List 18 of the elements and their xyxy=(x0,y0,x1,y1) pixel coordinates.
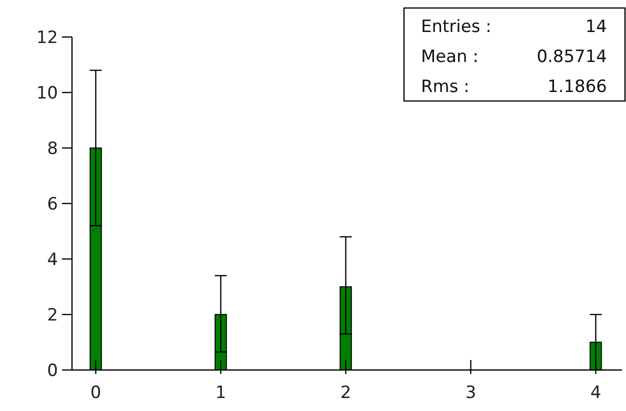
annotation: 0.85714 xyxy=(536,47,607,67)
y-tick-label: 0 xyxy=(47,360,58,381)
x-tick-label: 3 xyxy=(465,383,476,403)
x-tick-label: 1 xyxy=(215,383,226,403)
y-tick-label: 4 xyxy=(47,250,58,270)
y-tick-label: 6 xyxy=(47,194,58,214)
annotation: Entries : xyxy=(421,17,492,37)
annotation: 1.1866 xyxy=(548,77,607,97)
x-tick-label: 4 xyxy=(590,383,602,403)
y-tick-label: 10 xyxy=(36,83,58,104)
annotation: 14 xyxy=(585,17,607,37)
y-tick-label: 2 xyxy=(47,305,58,326)
annotation: Rms : xyxy=(421,77,470,97)
y-tick-label: 8 xyxy=(47,138,58,159)
annotation: Mean : xyxy=(421,47,478,67)
x-tick-label: 0 xyxy=(90,383,102,403)
y-tick-label: 12 xyxy=(36,28,58,48)
x-tick-label: 2 xyxy=(340,383,352,403)
